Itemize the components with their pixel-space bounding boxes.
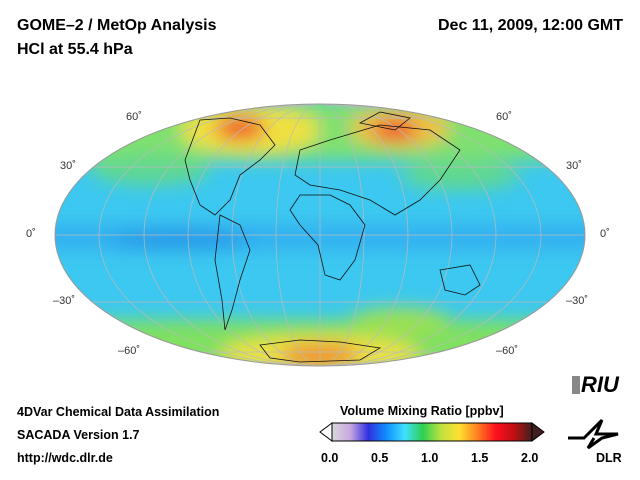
colorbar-min-arrow [319, 422, 333, 442]
dlr-logo-icon [568, 418, 619, 450]
map-title: GOME–2 / MetOp Analysis [17, 17, 217, 34]
lat-label-60n-left: 60˚ [126, 111, 142, 123]
lat-label-30n-right: 30˚ [566, 160, 582, 172]
footer-url[interactable]: http://wdc.dlr.de [17, 451, 113, 465]
riu-logo: RIU [572, 372, 619, 398]
lat-label-30s-left: –30˚ [53, 295, 76, 307]
colorbar-title: Volume Mixing Ratio [ppbv] [340, 404, 504, 418]
map-datetime: Dec 11, 2009, 12:00 GMT [438, 17, 623, 34]
hcl-field [55, 104, 585, 366]
colorbar-tick-label: 2.0 [521, 451, 539, 465]
colorbar-tick-label: 0.0 [321, 451, 339, 465]
dlr-logo-text: DLR [596, 451, 622, 465]
lat-label-60s-left: –60˚ [118, 345, 141, 357]
colorbar-tick-label: 1.0 [421, 451, 439, 465]
map-subtitle: HCl at 55.4 hPa [17, 41, 133, 58]
colorbar-max-arrow [531, 422, 545, 442]
lat-label-30s-right: –30˚ [566, 295, 589, 307]
coastlines [184, 111, 481, 363]
colorbar-tick-label: 0.5 [371, 451, 389, 465]
lat-label-30n-left: 30˚ [60, 160, 76, 172]
colorbar-gradient [331, 422, 533, 442]
lat-label-eq-left: 0˚ [26, 228, 36, 240]
lat-label-eq-right: 0˚ [600, 228, 610, 240]
lat-label-60s-right: –60˚ [496, 345, 519, 357]
colorbar-tick-label: 1.5 [471, 451, 489, 465]
colorbar [319, 422, 545, 442]
footer-version: SACADA Version 1.7 [17, 428, 140, 442]
lat-label-60n-right: 60˚ [496, 111, 512, 123]
footer-method: 4DVar Chemical Data Assimilation [17, 405, 220, 419]
